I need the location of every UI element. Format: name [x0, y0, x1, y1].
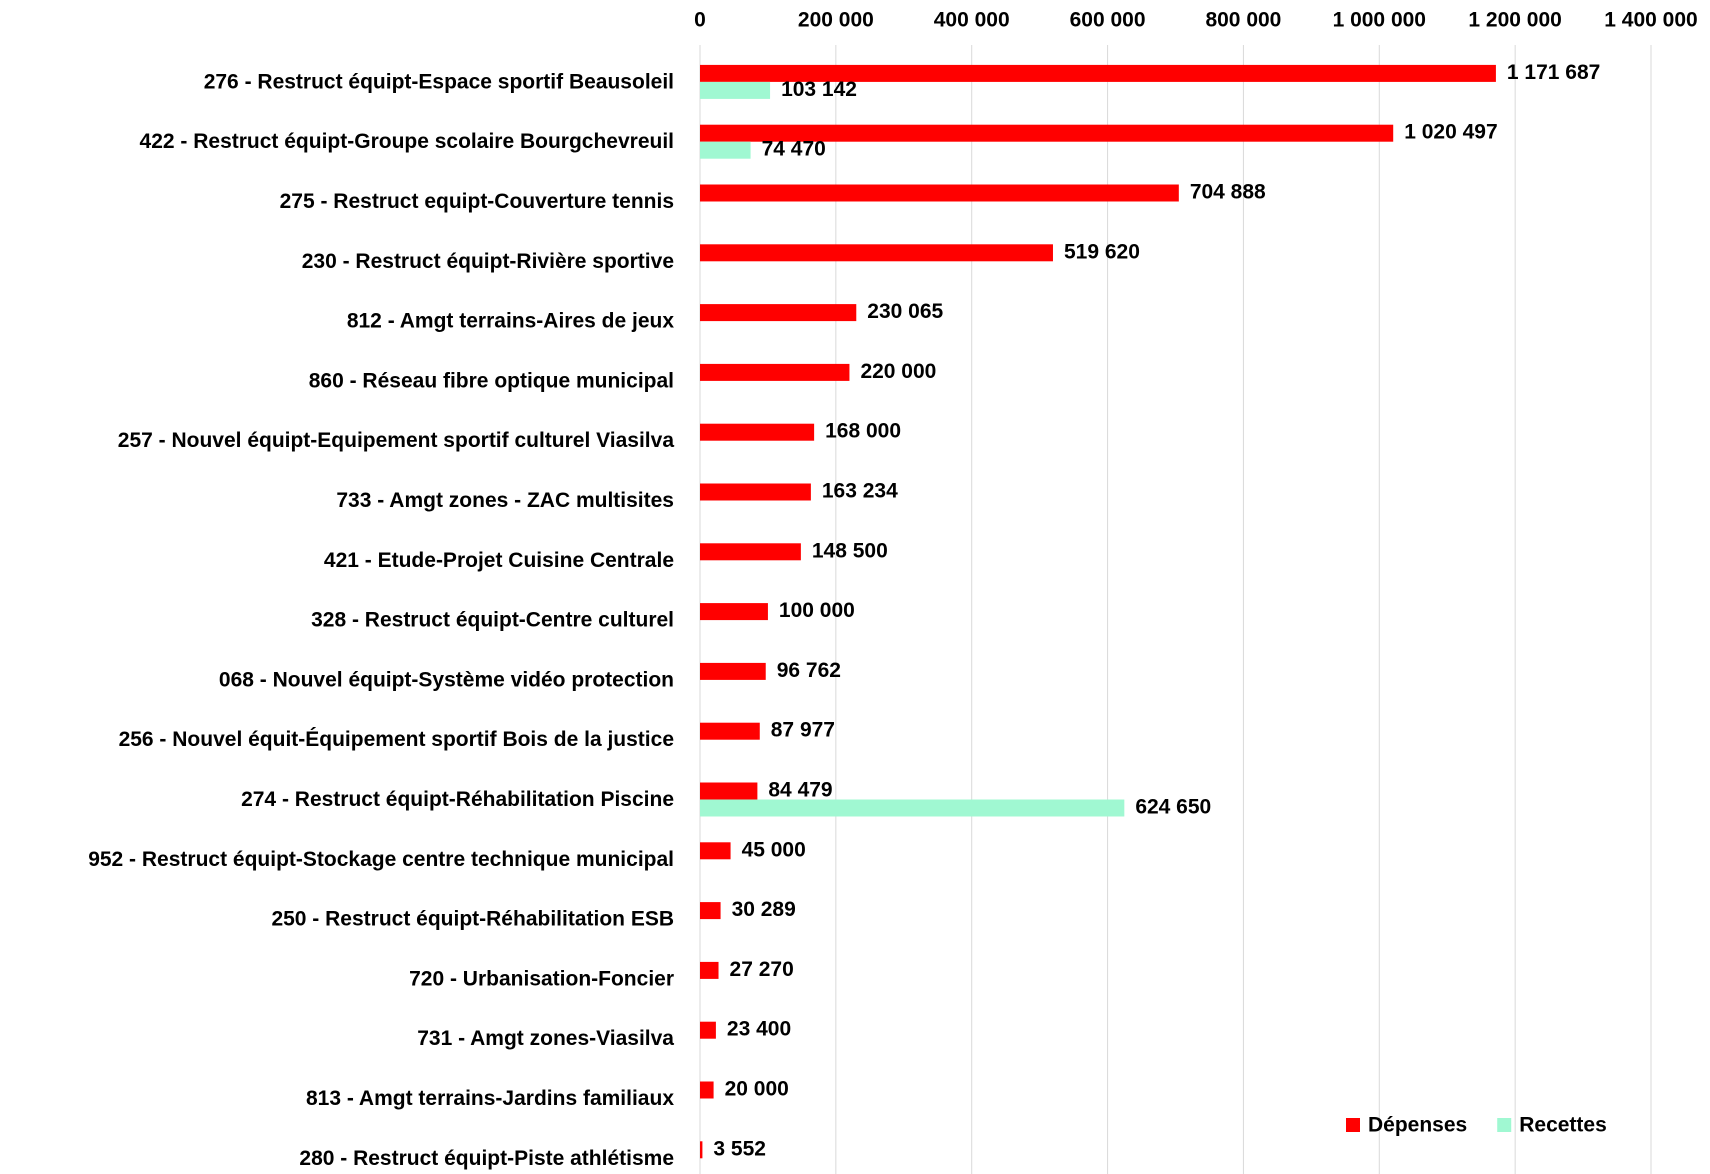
x-tick-label: 600 000 [1070, 9, 1146, 32]
bar [700, 1081, 714, 1099]
data-label: 27 270 [730, 958, 794, 981]
data-label: 3 552 [713, 1137, 766, 1160]
y-tick-label: 812 - Amgt terrains-Aires de jeux [347, 310, 674, 333]
y-tick-label: 813 - Amgt terrains-Jardins familiaux [306, 1087, 674, 1110]
data-label: 87 977 [771, 719, 835, 742]
data-label: 168 000 [825, 420, 901, 443]
bar [700, 244, 1053, 262]
y-tick-label: 276 - Restruct équipt-Espace sportif Bea… [204, 70, 674, 93]
legend-swatch [1497, 1118, 1512, 1132]
legend-label: Recettes [1519, 1114, 1607, 1137]
bar [700, 64, 1496, 82]
x-tick-label: 400 000 [934, 9, 1010, 32]
x-tick-label: 0 [694, 9, 706, 32]
bar [700, 722, 760, 740]
data-label: 1 020 497 [1404, 121, 1497, 144]
y-tick-label: 952 - Restruct équipt-Stockage centre te… [88, 848, 674, 871]
bar [700, 543, 801, 561]
data-label: 96 762 [777, 659, 841, 682]
legend-label: Dépenses [1368, 1114, 1467, 1137]
x-tick-label: 800 000 [1205, 9, 1281, 32]
x-tick-label: 200 000 [798, 9, 874, 32]
data-label: 519 620 [1064, 240, 1140, 263]
bar [700, 141, 751, 159]
x-tick-label: 1 000 000 [1333, 9, 1426, 32]
bar [700, 902, 721, 920]
data-label: 230 065 [867, 300, 943, 323]
bar [700, 961, 719, 979]
y-tick-label: 068 - Nouvel équipt-Système vidéo protec… [219, 668, 674, 691]
bar [700, 423, 815, 441]
data-label: 220 000 [860, 360, 936, 383]
data-label: 1 171 687 [1507, 61, 1600, 84]
data-label: 84 479 [768, 779, 832, 802]
y-tick-label: 421 - Etude-Projet Cuisine Centrale [324, 549, 674, 572]
legend-swatch [1346, 1118, 1360, 1132]
y-tick-label: 733 - Amgt zones - ZAC multisites [336, 489, 674, 512]
bar [700, 782, 758, 800]
y-tick-label: 328 - Restruct équipt-Centre culturel [311, 609, 674, 632]
bar [700, 81, 771, 99]
bar [700, 603, 768, 621]
data-label: 23 400 [727, 1018, 791, 1041]
y-tick-label: 280 - Restruct équipt-Piste athlétisme [299, 1147, 674, 1170]
x-tick-label: 1 200 000 [1468, 9, 1561, 32]
y-tick-label: 250 - Restruct équipt-Réhabilitation ESB [271, 908, 674, 931]
data-label: 30 289 [732, 898, 796, 921]
data-label: 163 234 [822, 480, 898, 503]
data-label: 624 650 [1135, 796, 1211, 819]
y-tick-label: 274 - Restruct équipt-Réhabilitation Pis… [241, 788, 674, 811]
bar [700, 1141, 703, 1159]
bar [700, 124, 1394, 142]
data-label: 103 142 [781, 78, 857, 101]
data-label: 148 500 [812, 539, 888, 562]
bar [700, 662, 766, 680]
data-label: 45 000 [742, 838, 806, 861]
bar [700, 304, 857, 322]
x-tick-label: 1 400 000 [1604, 9, 1697, 32]
data-label: 100 000 [779, 599, 855, 622]
y-tick-label: 257 - Nouvel équipt-Equipement sportif c… [118, 429, 675, 452]
bar [700, 363, 850, 381]
data-label: 74 470 [762, 138, 826, 161]
bar [700, 1021, 716, 1039]
data-label: 20 000 [725, 1078, 789, 1101]
bar [700, 842, 731, 860]
y-tick-label: 422 - Restruct équipt-Groupe scolaire Bo… [140, 130, 674, 153]
y-tick-label: 860 - Réseau fibre optique municipal [309, 369, 674, 392]
y-tick-label: 230 - Restruct équipt-Rivière sportive [302, 250, 674, 273]
data-label: 704 888 [1190, 181, 1266, 204]
bar [700, 799, 1125, 817]
bar [700, 483, 811, 501]
y-tick-label: 720 - Urbanisation-Foncier [409, 967, 674, 990]
y-tick-label: 731 - Amgt zones-Viasilva [417, 1027, 674, 1050]
bar [700, 184, 1179, 202]
y-tick-label: 275 - Restruct equipt-Couverture tennis [280, 190, 674, 213]
y-tick-label: 256 - Nouvel équit-Équipement sportif Bo… [119, 728, 674, 751]
